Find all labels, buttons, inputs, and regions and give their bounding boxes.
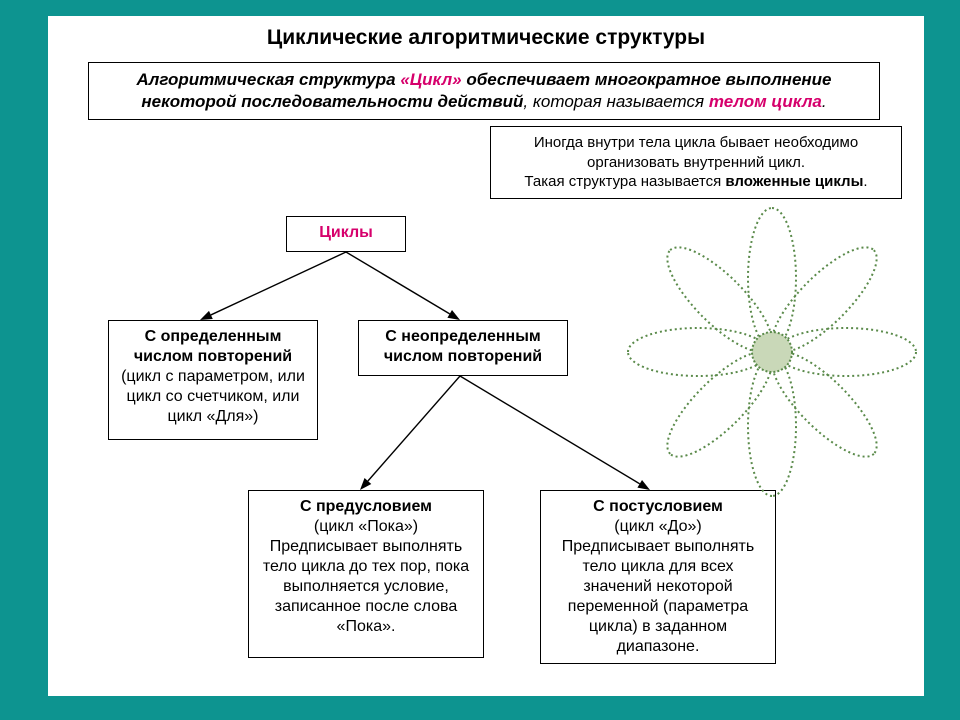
- node-undefined-count: С неопределенным числом повторений: [358, 320, 568, 376]
- note-box: Иногда внутри тела цикла бывает необходи…: [490, 126, 902, 199]
- node-root: Циклы: [286, 216, 406, 252]
- note-line1: Иногда внутри тела цикла бывает необходи…: [501, 133, 891, 172]
- node-defined-count: С определенным числом повторений (цикл с…: [108, 320, 318, 440]
- node-pre-sub: (цикл «Пока»): [257, 517, 475, 537]
- node-post-body: Предписывает выполнять тело цикла для вс…: [549, 537, 767, 657]
- node-post-sub: (цикл «До»): [549, 517, 767, 537]
- node-precondition: С предусловием (цикл «Пока») Предписывае…: [248, 490, 484, 658]
- title-text: Циклические алгоритмические структуры: [267, 26, 705, 49]
- node-postcondition: С постусловием (цикл «До») Предписывает …: [540, 490, 776, 664]
- node-left-bold: С определенным числом повторений: [117, 327, 309, 367]
- flower-icon: [620, 200, 924, 504]
- node-pre-bold: С предусловием: [257, 497, 475, 517]
- node-root-label: Циклы: [319, 224, 373, 241]
- node-left-rest: (цикл с параметром, или цикл со счетчико…: [117, 367, 309, 427]
- node-right-bold: С неопределенным числом повторений: [367, 327, 559, 367]
- note-line2: Такая структура называется вложенные цик…: [501, 172, 891, 192]
- definition-box: Алгоритмическая структура «Цикл» обеспеч…: [88, 62, 880, 120]
- node-pre-body: Предписывает выполнять тело цикла до тех…: [257, 537, 475, 637]
- page-title: Циклические алгоритмические структуры: [48, 26, 924, 50]
